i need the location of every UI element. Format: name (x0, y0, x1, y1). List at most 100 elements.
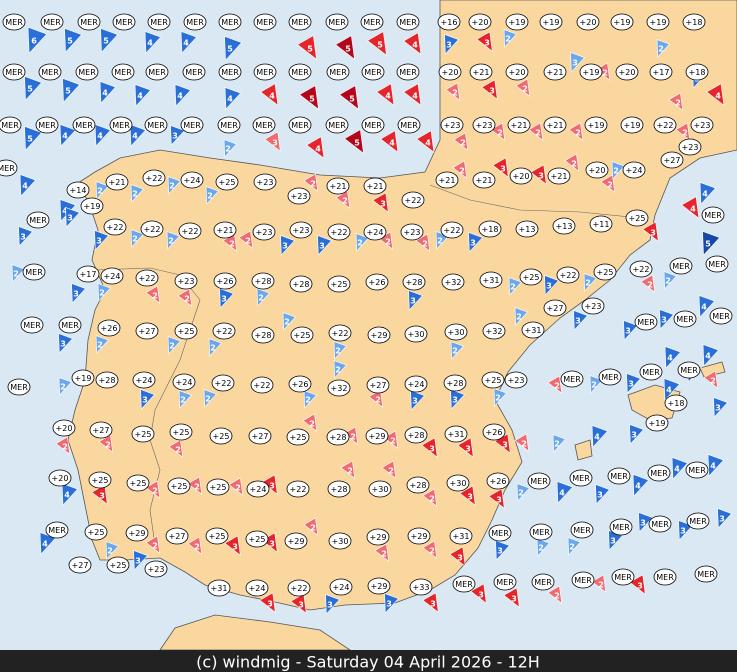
station (125, 524, 149, 542)
wind-arrow (187, 476, 203, 495)
station-temp: +31 (483, 276, 500, 285)
station (182, 63, 206, 81)
station-temp: +26 (490, 477, 507, 486)
station-temp: +25 (135, 430, 152, 439)
wind-speed: 2 (229, 240, 235, 249)
wind-arrow (699, 181, 717, 205)
wind-arrow (340, 460, 356, 479)
wind-arrow (547, 585, 563, 604)
wind-arrow (544, 275, 560, 296)
station-temp: +28 (255, 277, 272, 286)
station (172, 373, 196, 391)
wind-speed: 3 (467, 493, 473, 502)
station (593, 263, 617, 281)
station-temp: +21 (217, 226, 234, 235)
station (135, 269, 159, 287)
station-temp: +20 (52, 474, 69, 483)
station (287, 579, 311, 597)
station-temp: MER (563, 375, 581, 384)
wind-arrow (514, 307, 528, 326)
station-temp: +28 (447, 379, 464, 388)
wind-speed: 3 (96, 237, 102, 246)
wind-speed: 3 (572, 59, 578, 68)
station (366, 528, 390, 546)
station-temp: MER (708, 260, 726, 269)
station (579, 63, 603, 81)
station-temp: MER (328, 121, 346, 130)
station (167, 477, 191, 495)
station-temp: MER (364, 121, 382, 130)
station-temp: +29 (370, 533, 387, 542)
wind-speed: 2 (381, 550, 387, 559)
wind-arrow (140, 389, 156, 410)
station-temp: MER (38, 121, 56, 130)
wind-arrow (408, 290, 424, 311)
station (289, 275, 313, 293)
station (144, 560, 168, 578)
wind-speed: 3 (610, 537, 616, 546)
station (20, 316, 44, 334)
wind-speed: 2 (459, 167, 465, 176)
station-temp: +25 (209, 532, 226, 541)
wind-speed: 2 (97, 341, 103, 350)
wind-arrow (303, 390, 317, 409)
wind-speed: 2 (658, 45, 664, 54)
wind-arrow (595, 62, 611, 81)
station-temp: +27 (169, 532, 186, 541)
wind-speed: 2 (437, 237, 443, 246)
station (253, 173, 277, 191)
wind-arrow (18, 226, 34, 247)
station-temp: +22 (444, 226, 461, 235)
wind-arrow (19, 173, 37, 197)
station-temp: MER (399, 68, 417, 77)
wind-arrow (335, 35, 355, 60)
station (363, 177, 387, 195)
station-temp: +24 (626, 166, 643, 175)
station (325, 13, 349, 31)
station (52, 419, 76, 437)
wind-speed: 3 (500, 165, 506, 174)
station (539, 13, 563, 31)
wind-arrow (317, 235, 333, 256)
station-temp: +24 (333, 583, 350, 592)
station (505, 63, 529, 81)
station-temp: +25 (210, 483, 227, 492)
wind-speed: 2 (310, 180, 316, 189)
station-temp: MER (496, 578, 514, 587)
wind-speed: 2 (575, 129, 581, 138)
wind-speed: 5 (354, 139, 360, 148)
station-temp: +26 (369, 278, 386, 287)
wind-speed: 2 (284, 318, 290, 327)
station-temp: +30 (450, 479, 467, 488)
station (327, 275, 351, 293)
station (40, 13, 64, 31)
station-temp: +26 (101, 324, 118, 333)
station-temp: +25 (523, 273, 540, 282)
station-temp: +23 (585, 302, 602, 311)
station (250, 376, 274, 394)
station (486, 472, 510, 490)
station-temp: MER (689, 517, 707, 526)
station (38, 63, 62, 81)
station (326, 63, 350, 81)
station (287, 187, 311, 205)
station (100, 267, 124, 285)
wind-speed: 2 (62, 443, 68, 452)
station (367, 326, 391, 344)
station (360, 13, 384, 31)
station-temp: MER (614, 573, 632, 582)
station-temp: +22 (182, 227, 199, 236)
wind-arrow (177, 288, 193, 307)
wind-arrow (488, 488, 505, 509)
wind-arrow (384, 593, 400, 614)
station-temp: MER (25, 268, 43, 277)
wind-speed: 2 (665, 277, 671, 286)
station (329, 578, 353, 596)
station (678, 138, 702, 156)
wind-speed: 4 (269, 92, 275, 101)
wind-speed: 2 (335, 347, 341, 356)
wind-speed: 2 (184, 295, 190, 304)
station (75, 63, 99, 81)
station-temp: MER (291, 68, 309, 77)
